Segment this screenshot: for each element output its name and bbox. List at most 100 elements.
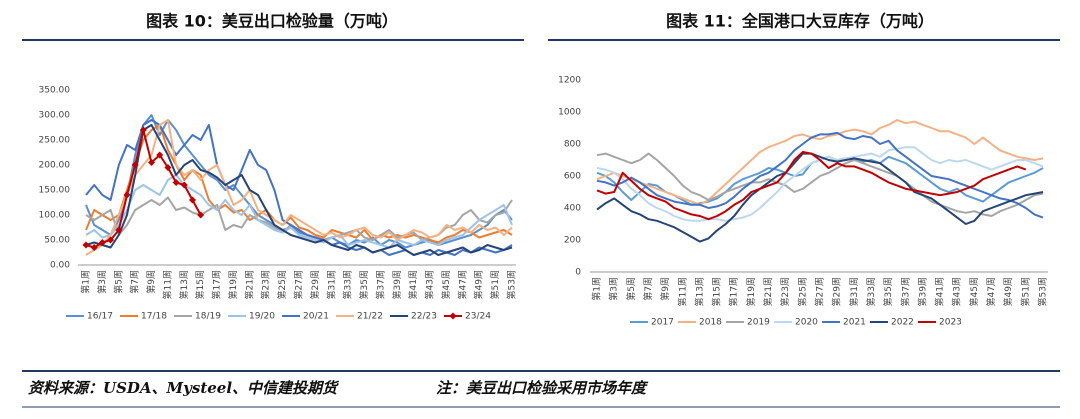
x-tick-label: 第49周 bbox=[473, 270, 485, 299]
x-tick-label: 第37周 bbox=[374, 270, 386, 299]
y-tick-label: 0.00 bbox=[50, 261, 70, 271]
x-tick-label: 第13周 bbox=[178, 270, 190, 299]
point-marker bbox=[164, 164, 172, 171]
legend-label: 23/24 bbox=[465, 312, 491, 322]
x-tick-label: 第41周 bbox=[934, 277, 946, 306]
x-tick-label: 第53周 bbox=[506, 270, 518, 299]
x-tick-label: 第27周 bbox=[814, 277, 826, 306]
legend-label: 20/21 bbox=[303, 312, 329, 322]
x-tick-label: 第1周 bbox=[80, 270, 92, 294]
legend-label: 18/19 bbox=[195, 312, 221, 322]
y-tick-label: 1200 bbox=[558, 76, 581, 86]
series-line bbox=[85, 124, 513, 244]
point-marker bbox=[98, 239, 106, 246]
x-tick-label: 第19周 bbox=[227, 270, 239, 299]
x-tick-label: 第7周 bbox=[129, 270, 141, 294]
point-marker bbox=[156, 151, 164, 159]
legend-marker bbox=[449, 312, 457, 320]
x-tick-label: 第21周 bbox=[762, 277, 774, 306]
point-marker bbox=[131, 161, 139, 169]
legend-label: 2019 bbox=[747, 318, 770, 328]
x-tick-label: 第5周 bbox=[112, 270, 124, 294]
y-tick-label: 600 bbox=[564, 172, 581, 182]
x-tick-label: 第19周 bbox=[745, 277, 757, 306]
series-line bbox=[85, 124, 513, 256]
x-tick-label: 第35周 bbox=[882, 277, 894, 306]
point-marker bbox=[90, 244, 98, 251]
x-tick-label: 第47周 bbox=[985, 277, 997, 306]
x-tick-label: 第43周 bbox=[951, 277, 963, 306]
y-tick-label: 150.00 bbox=[39, 186, 71, 196]
x-tick-label: 第25周 bbox=[276, 270, 288, 299]
x-tick-label: 第35周 bbox=[358, 270, 370, 299]
x-tick-label: 第23周 bbox=[779, 277, 791, 306]
legend-label: 22/23 bbox=[411, 312, 437, 322]
legend-label: 2023 bbox=[939, 318, 962, 328]
x-tick-label: 第7周 bbox=[642, 277, 654, 301]
point-marker bbox=[172, 179, 180, 186]
point-marker bbox=[180, 181, 188, 189]
x-tick-label: 第33周 bbox=[342, 270, 354, 299]
legend-label: 2018 bbox=[699, 318, 722, 328]
legend-label: 21/22 bbox=[357, 312, 383, 322]
series-line bbox=[596, 151, 1027, 221]
y-tick-label: 1000 bbox=[558, 108, 581, 118]
x-tick-label: 第29周 bbox=[309, 270, 321, 299]
x-tick-label: 第17周 bbox=[728, 277, 740, 306]
point-marker bbox=[123, 191, 131, 199]
y-tick-label: 300.00 bbox=[39, 111, 71, 121]
series-line bbox=[85, 196, 513, 241]
y-tick-label: 50.00 bbox=[44, 236, 70, 246]
x-tick-label: 第39周 bbox=[916, 277, 928, 306]
point-marker bbox=[197, 211, 205, 219]
x-tick-label: 第37周 bbox=[899, 277, 911, 306]
x-tick-label: 第33周 bbox=[865, 277, 877, 306]
x-tick-label: 第53周 bbox=[1037, 277, 1049, 306]
x-tick-label: 第11周 bbox=[161, 270, 173, 299]
point-marker bbox=[107, 236, 115, 244]
source-note: 资料来源：USDA、Mysteel、中信建投期货 bbox=[28, 379, 340, 397]
x-tick-label: 第13周 bbox=[693, 277, 705, 306]
point-marker bbox=[82, 241, 90, 249]
point-marker bbox=[115, 226, 123, 234]
x-tick-label: 第3周 bbox=[96, 270, 108, 294]
x-tick-label: 第27周 bbox=[293, 270, 305, 299]
legend-label: 2022 bbox=[891, 318, 914, 328]
y-tick-label: 200 bbox=[564, 236, 581, 246]
x-tick-label: 第51周 bbox=[489, 270, 501, 299]
x-tick-label: 第23周 bbox=[260, 270, 272, 299]
x-tick-label: 第11周 bbox=[676, 277, 688, 306]
x-tick-label: 第9周 bbox=[659, 277, 671, 301]
chart-title: 图表 11：全国港口大豆库存（万吨） bbox=[666, 12, 934, 31]
x-tick-label: 第45周 bbox=[440, 270, 452, 299]
x-tick-label: 第41周 bbox=[407, 270, 419, 299]
x-tick-label: 第39周 bbox=[391, 270, 403, 299]
y-tick-label: 350.00 bbox=[39, 86, 71, 96]
x-tick-label: 第17周 bbox=[211, 270, 223, 299]
chart-title: 图表 10：美豆出口检验量（万吨） bbox=[146, 12, 398, 31]
x-tick-label: 第9周 bbox=[145, 270, 157, 294]
x-tick-label: 第31周 bbox=[325, 270, 337, 299]
point-marker bbox=[148, 159, 156, 166]
point-marker bbox=[139, 126, 147, 134]
series-line bbox=[85, 174, 513, 249]
x-tick-label: 第29周 bbox=[831, 277, 843, 306]
x-tick-label: 第5周 bbox=[625, 277, 637, 301]
x-tick-label: 第31周 bbox=[848, 277, 860, 306]
x-tick-label: 第15周 bbox=[711, 277, 723, 306]
legend-label: 2021 bbox=[843, 318, 866, 328]
point-marker bbox=[189, 196, 196, 204]
footnote: 注：美豆出口检验采用市场年度 bbox=[436, 379, 649, 397]
x-tick-label: 第1周 bbox=[591, 277, 603, 301]
x-tick-label: 第45周 bbox=[968, 277, 980, 306]
legend-label: 19/20 bbox=[249, 312, 275, 322]
x-tick-label: 第3周 bbox=[608, 277, 620, 301]
y-tick-label: 200.00 bbox=[39, 161, 71, 171]
y-tick-label: 800 bbox=[564, 140, 581, 150]
series-line bbox=[596, 119, 1044, 206]
y-tick-label: 0 bbox=[575, 268, 581, 278]
legend-label: 2020 bbox=[795, 318, 818, 328]
x-tick-label: 第51周 bbox=[1019, 277, 1031, 306]
series-line bbox=[85, 119, 513, 256]
